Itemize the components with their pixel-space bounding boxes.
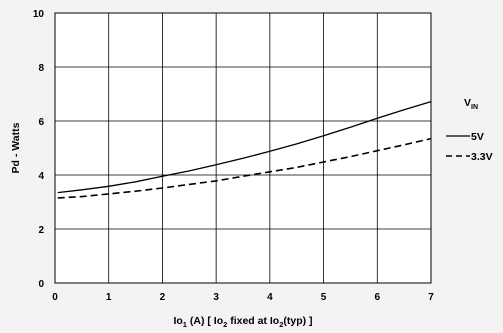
x-tick-label: 6 — [375, 292, 381, 303]
x-label-part: (A) [ Io — [187, 315, 223, 327]
legend: 5V 3.3V — [446, 131, 493, 163]
x-label-part: Io — [173, 315, 182, 327]
y-tick-label: 8 — [38, 63, 44, 74]
series-lines — [57, 100, 432, 199]
x-label-subscript: 2 — [279, 320, 283, 329]
x-label-part: (typ) ] — [283, 315, 312, 327]
x-label-subscript: 1 — [183, 320, 187, 329]
legend-label-3v3: 3.3V — [471, 151, 493, 163]
legend-title: VIN — [464, 97, 478, 111]
y-tick-label: 4 — [38, 171, 44, 182]
x-label-subscript: 2 — [223, 320, 227, 329]
y-tick-label: 2 — [38, 225, 44, 236]
x-axis-label: Io1 (A) [ Io2 fixed at Io2(typ) ] — [173, 315, 312, 329]
y-tick-label: 6 — [38, 117, 44, 128]
y-tick-labels: 0 2 4 6 8 10 — [33, 9, 45, 290]
x-tick-label: 3 — [213, 292, 219, 303]
x-tick-labels: 0 1 2 3 4 5 6 7 — [52, 292, 434, 303]
y-axis-label: Pd - Watts — [10, 122, 22, 173]
plot-area — [55, 13, 431, 283]
series-line-5v — [57, 100, 432, 194]
series-line-3v3 — [57, 137, 432, 199]
x-tick-label: 2 — [160, 292, 166, 303]
x-tick-label: 4 — [267, 292, 273, 303]
legend-label-5v: 5V — [471, 131, 484, 143]
legend-title-main: V — [464, 97, 471, 109]
y-tick-label: 10 — [33, 9, 45, 20]
x-tick-label: 0 — [52, 292, 58, 303]
x-tick-label: 7 — [428, 292, 434, 303]
x-tick-label: 5 — [321, 292, 327, 303]
x-tick-label: 1 — [106, 292, 112, 303]
plot-border — [54, 12, 432, 284]
legend-title-subscript: IN — [471, 104, 478, 111]
x-label-part: fixed at Io — [227, 315, 279, 327]
y-tick-label: 0 — [38, 279, 44, 290]
